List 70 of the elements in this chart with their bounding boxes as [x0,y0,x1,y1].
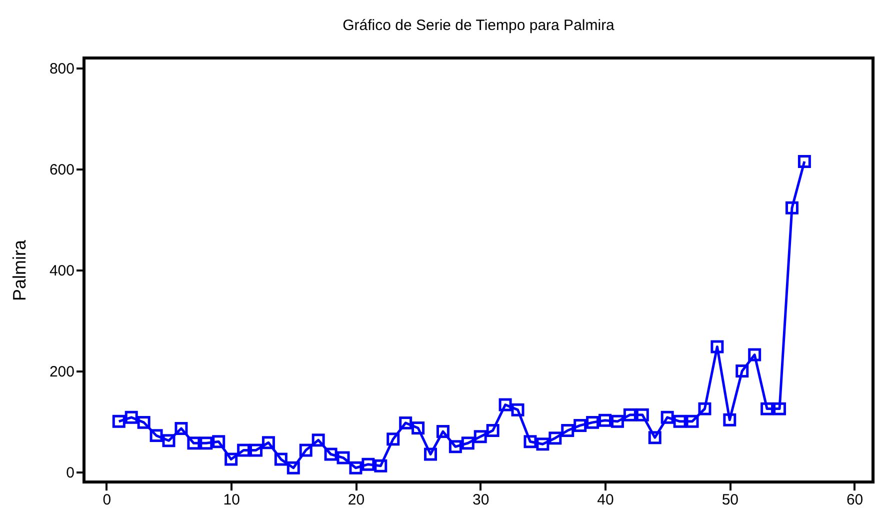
y-tick-label: 400 [49,262,74,280]
point [250,444,263,457]
x-tick-label: 0 [102,492,112,508]
point [574,418,587,432]
point [436,425,450,438]
point [386,432,400,446]
point [686,414,699,428]
point [785,201,798,214]
point [424,448,438,461]
point [524,435,537,448]
point [511,403,524,416]
point [648,431,662,444]
point [710,340,724,354]
point [187,436,200,450]
point [623,408,636,422]
y-tick-label: 200 [49,363,74,380]
x-tick-label: 30 [472,492,490,508]
x-tick-label: 50 [722,492,739,508]
y-tick-label: 800 [49,60,74,78]
point [498,398,512,412]
point [212,435,226,448]
point [760,402,774,416]
point [124,410,138,424]
point [200,436,213,450]
y-tick-label: 0 [66,464,74,482]
point [474,430,487,444]
point [312,434,325,447]
point [598,414,612,427]
point [399,416,412,430]
point [336,451,350,464]
point [673,414,686,428]
point [536,438,550,451]
point [773,402,786,416]
point [548,432,562,445]
point [349,461,362,474]
point [324,448,338,461]
point [150,429,163,442]
point [262,436,275,450]
point [561,424,574,438]
point [224,452,238,466]
point [412,421,425,434]
point [798,154,811,168]
point [698,402,712,416]
point [374,459,388,472]
point [660,410,674,424]
point [723,413,736,426]
point [237,444,250,457]
x-tick-label: 10 [223,492,240,508]
point [137,416,150,429]
point [286,461,300,474]
point [586,416,600,429]
y-axis-title: Palmira [9,239,30,302]
point [174,422,188,435]
point [610,414,624,428]
point [748,348,762,362]
x-tick-label: 40 [597,492,614,508]
point [461,436,474,450]
point [274,452,288,466]
x-tick-label: 20 [348,492,365,508]
point [486,424,500,438]
point [736,364,749,378]
y-tick-label: 600 [49,162,74,179]
point [448,440,462,454]
point [162,434,176,448]
point [299,444,312,457]
chart-title: Gráfico de Serie de Tiempo para Palmira [342,17,616,34]
x-tick-label: 60 [846,492,864,508]
point [636,408,649,422]
point [112,414,126,428]
point [362,458,375,471]
